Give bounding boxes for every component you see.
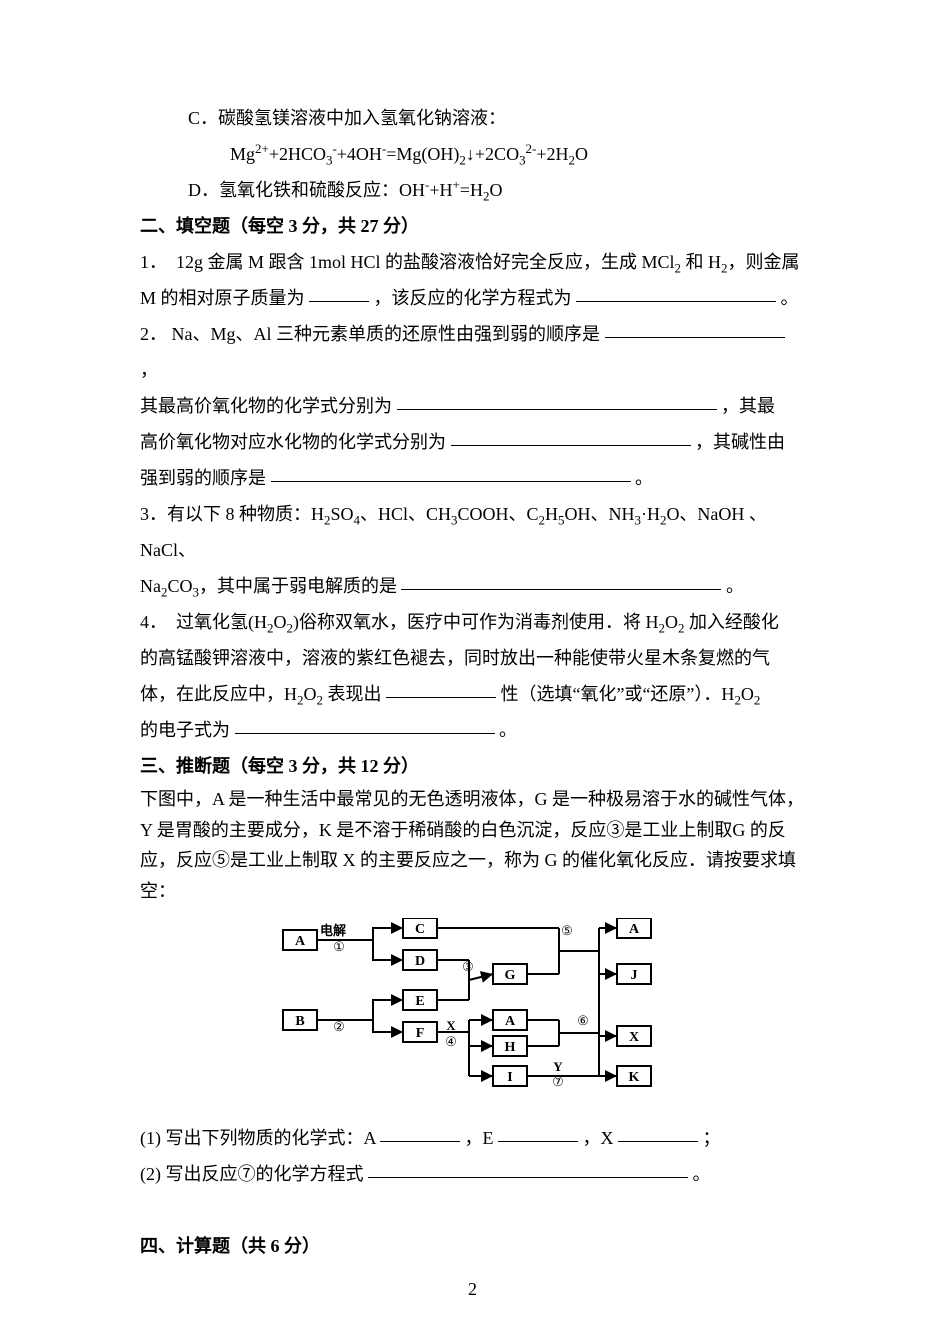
sec2-q2-l2-end: ，其最 (721, 396, 775, 416)
sec2-q4-l3-suf: 性（选填“氧化”或“还原”）．H2O2 (500, 684, 760, 704)
blank-s3q1-e[interactable] (498, 1123, 578, 1142)
svg-text:③: ③ (462, 959, 474, 974)
sec2-q3-l1: 3．有以下 8 种物质：H2SO4、HCl、CH3COOH、C2H5OH、NH3… (140, 504, 767, 560)
sec2-q3-l2-pre: Na2CO3，其中属于弱电解质的是 (140, 576, 397, 596)
svg-text:B: B (295, 1014, 304, 1029)
sec2-q3-line2: Na2CO3，其中属于弱电解质的是 。 (140, 568, 805, 604)
svg-text:K: K (628, 1070, 639, 1085)
blank-s3q1-a[interactable] (380, 1123, 460, 1142)
sec2-q4-l4-pre: 的电子式为 (140, 720, 230, 740)
svg-text:A: A (294, 934, 305, 949)
svg-text:C: C (414, 922, 424, 937)
option-d: D．氢氧化铁和硫酸反应：OH-+H+=H2O (188, 172, 805, 208)
svg-text:②: ② (333, 1019, 345, 1034)
sec2-q4-l3-pre: 体，在此反应中，H2O2 表现出 (140, 684, 381, 704)
sec2-q2-line2: 其最高价氧化物的化学式分别为 ，其最 (140, 388, 805, 424)
svg-text:H: H (504, 1040, 515, 1055)
svg-text:A: A (504, 1014, 515, 1029)
sec3-q1: (1) 写出下列物质的化学式：A ，E ，X ； (140, 1120, 805, 1156)
blank-q2-3[interactable] (451, 427, 691, 446)
svg-text:I: I (507, 1070, 512, 1085)
sec3-q2-pre: (2) 写出反应⑦的化学方程式 (140, 1164, 364, 1184)
svg-text:D: D (414, 954, 424, 969)
blank-q2-1[interactable] (605, 319, 785, 338)
option-d-text: D．氢氧化铁和硫酸反应：OH-+H+=H2O (188, 180, 502, 200)
sec3-q1-mid2: ，X (583, 1128, 614, 1148)
section3-heading: 三、推断题（每空 3 分，共 12 分） (140, 748, 805, 784)
blank-q4-1[interactable] (386, 679, 496, 698)
section2-heading: 二、填空题（每空 3 分，共 27 分） (140, 208, 805, 244)
blank-s3q2[interactable] (368, 1159, 688, 1178)
sec3-q2: (2) 写出反应⑦的化学方程式 。 (140, 1156, 805, 1192)
sec2-q2-l3-pre: 高价氧化物对应水化物的化学式分别为 (140, 432, 446, 452)
blank-q2-4[interactable] (271, 463, 631, 482)
option-c-line1: C．碳酸氢镁溶液中加入氢氧化钠溶液： (188, 100, 805, 136)
sec2-q4-line3: 体，在此反应中，H2O2 表现出 性（选填“氧化”或“还原”）．H2O2 (140, 676, 805, 712)
sec2-q2-line1: 2． Na、Mg、Al 三种元素单质的还原性由强到弱的顺序是 ， (140, 316, 805, 388)
page-number: 2 (0, 1271, 945, 1307)
svg-text:X: X (446, 1018, 456, 1033)
section4-heading: 四、计算题（共 6 分） (140, 1228, 805, 1264)
svg-text:①: ① (333, 939, 345, 954)
svg-text:⑥: ⑥ (577, 1013, 589, 1028)
sec2-q1-end: 。 (781, 288, 799, 308)
sec2-q4-line2: 的高锰酸钾溶液中，溶液的紫红色褪去，同时放出一种能使带火星木条复燃的气 (140, 640, 805, 676)
blank-q4-2[interactable] (235, 715, 495, 734)
sec3-q1-end: ； (703, 1128, 721, 1148)
option-c-equation-text: Mg2++2HCO3-+4OH-=Mg(OH)2↓+2CO32-+2H2O (230, 144, 588, 164)
svg-text:X: X (628, 1030, 638, 1045)
sec2-q2-l2-pre: 其最高价氧化物的化学式分别为 (140, 396, 392, 416)
svg-text:G: G (504, 968, 515, 983)
sec3-q2-end: 。 (693, 1164, 711, 1184)
sec2-q1-mid1: ，该反应的化学方程式为 (374, 288, 572, 308)
blank-q3-1[interactable] (401, 571, 721, 590)
blank-q2-2[interactable] (397, 391, 717, 410)
sec2-q3-l2-end: 。 (726, 576, 744, 596)
svg-text:E: E (415, 994, 424, 1009)
svg-text:Y: Y (553, 1059, 563, 1074)
blank-q1-2[interactable] (576, 283, 776, 302)
sec2-q2-line4: 强到弱的顺序是 。 (140, 460, 805, 496)
option-c-label: C．碳酸氢镁溶液中加入氢氧化钠溶液： (188, 108, 506, 128)
sec3-q1-pre: (1) 写出下列物质的化学式：A (140, 1128, 376, 1148)
svg-text:电解: 电解 (319, 923, 345, 938)
blank-q1-1[interactable] (309, 283, 369, 302)
sec2-q2-line3: 高价氧化物对应水化物的化学式分别为 ，其碱性由 (140, 424, 805, 460)
sec2-q3-line1: 3．有以下 8 种物质：H2SO4、HCl、CH3COOH、C2H5OH、NH3… (140, 496, 805, 568)
sec2-q4-l4-end: 。 (499, 720, 517, 740)
sec2-q1: 1． 12g 金属 M 跟含 1mol HCl 的盐酸溶液恰好完全反应，生成 M… (140, 244, 805, 316)
svg-text:F: F (415, 1026, 424, 1041)
sec2-q2-l4-pre: 强到弱的顺序是 (140, 468, 266, 488)
sec2-q4-l1: 4． 过氧化氢(H2O2)俗称双氧水，医疗中可作为消毒剂使用．将 H2O2 加入… (140, 612, 779, 632)
reaction-flowchart: ABCDEFGAHIAJXK电解①②③X④⑤⑥Y⑦ (140, 918, 805, 1096)
option-c-equation: Mg2++2HCO3-+4OH-=Mg(OH)2↓+2CO32-+2H2O (230, 136, 805, 172)
svg-text:⑦: ⑦ (552, 1074, 564, 1089)
blank-s3q1-x[interactable] (618, 1123, 698, 1142)
svg-text:J: J (630, 968, 637, 983)
sec2-q2-l3-end: ，其碱性由 (695, 432, 785, 452)
sec2-q2-l4-end: 。 (635, 468, 653, 488)
sec3-paragraph: 下图中，A 是一种生活中最常见的无色透明液体，G 是一种极易溶于水的碱性气体，Y… (140, 784, 805, 906)
flowchart-svg: ABCDEFGAHIAJXK电解①②③X④⑤⑥Y⑦ (273, 918, 673, 1096)
sec2-q2-l1-pre: 2． Na、Mg、Al 三种元素单质的还原性由强到弱的顺序是 (140, 324, 600, 344)
sec2-q4-line4: 的电子式为 。 (140, 712, 805, 748)
sec3-q1-mid1: ，E (465, 1128, 494, 1148)
svg-text:A: A (628, 922, 639, 937)
sec2-q2-l1-end: ， (140, 360, 158, 380)
sec2-q4-line1: 4． 过氧化氢(H2O2)俗称双氧水，医疗中可作为消毒剂使用．将 H2O2 加入… (140, 604, 805, 640)
svg-text:⑤: ⑤ (561, 923, 573, 938)
svg-text:④: ④ (445, 1034, 457, 1049)
